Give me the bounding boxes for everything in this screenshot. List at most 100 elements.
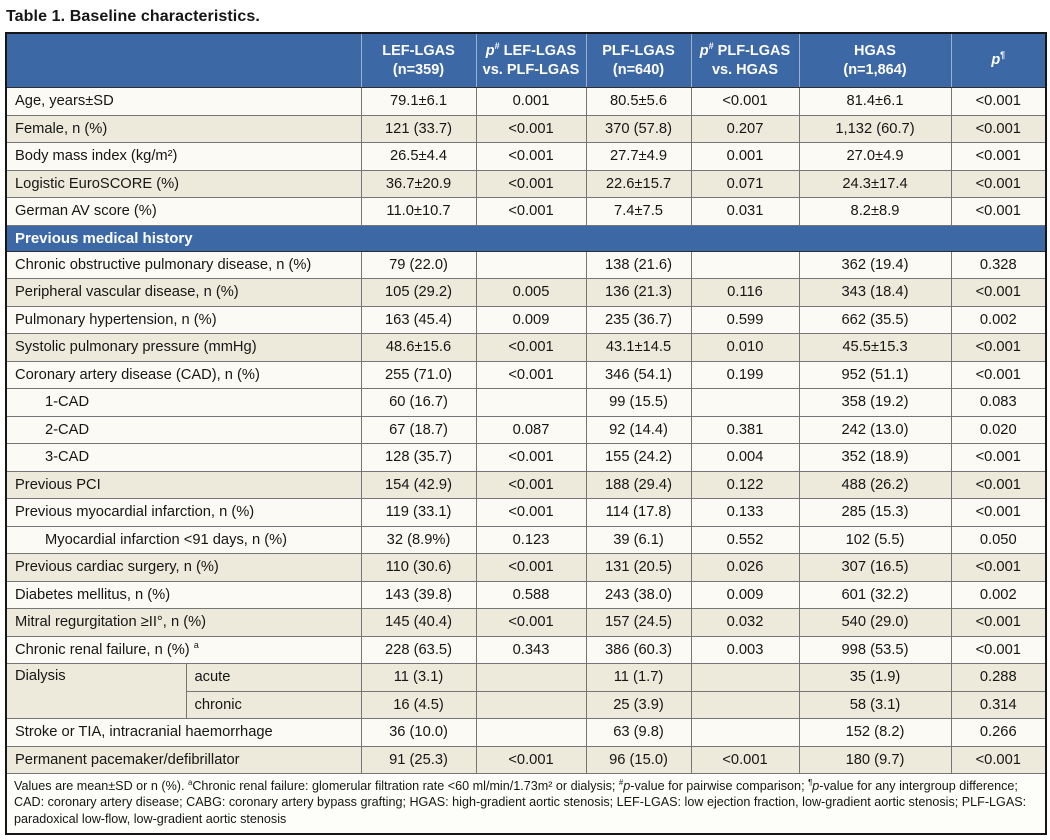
cell-value: 242 (13.0) — [798, 415, 952, 444]
cell-value: <0.001 — [475, 360, 587, 389]
row-label: Systolic pulmonary pressure (mmHg) — [5, 333, 362, 362]
cell-value: <0.001 — [950, 142, 1047, 171]
cell-value: 180 (9.7) — [798, 745, 952, 774]
cell-value: 43.1±14.5 — [585, 333, 692, 362]
cell-value: <0.001 — [475, 197, 587, 226]
cell-value: 0.010 — [690, 333, 800, 362]
row-label: Coronary artery disease (CAD), n (%) — [5, 360, 362, 389]
cell-value: 154 (42.9) — [360, 470, 477, 499]
table-row: Permanent pacemaker/defibrillator 91 (25.… — [5, 745, 1047, 774]
cell-value: 63 (9.8) — [585, 718, 692, 747]
cell-value: 80.5±5.6 — [585, 87, 692, 116]
cell-value: 0.599 — [690, 305, 800, 334]
cell-value: 358 (19.2) — [798, 388, 952, 417]
cell-value: 145 (40.4) — [360, 608, 477, 637]
cell-value: 228 (63.5) — [360, 635, 477, 664]
cell-value: 346 (54.1) — [585, 360, 692, 389]
cell-value: 58 (3.1) — [798, 690, 952, 719]
table-row: Pulmonary hypertension, n (%) 163 (45.4) 0… — [5, 305, 1047, 334]
cell-value: 26.5±4.4 — [360, 142, 477, 171]
cell-value: 255 (71.0) — [360, 360, 477, 389]
table-row: 3-CAD 128 (35.7) <0.001 155 (24.2) 0.004 352 … — [5, 443, 1047, 472]
cell-value: 386 (60.3) — [585, 635, 692, 664]
cell-value: 662 (35.5) — [798, 305, 952, 334]
cell-value: 235 (36.7) — [585, 305, 692, 334]
table-row: Peripheral vascular disease, n (%) 105 (2… — [5, 278, 1047, 307]
cell-value: 0.588 — [475, 580, 587, 609]
table-row: Body mass index (kg/m²) 26.5±4.4 <0.001 27.… — [5, 142, 1047, 171]
row-label: Previous PCI — [5, 470, 362, 499]
cell-value: 99 (15.5) — [585, 388, 692, 417]
cell-value: <0.001 — [950, 87, 1047, 116]
cell-value: 67 (18.7) — [360, 415, 477, 444]
cell-value: 138 (21.6) — [585, 250, 692, 279]
row-label: 1-CAD — [5, 388, 362, 417]
cell-value: <0.001 — [950, 553, 1047, 582]
table-row: Logistic EuroSCORE (%) 36.7±20.9 <0.001 22.… — [5, 169, 1047, 198]
table-row: chronic 16 (4.5) 25 (3.9) 58 (3.1) 0.314 — [6, 690, 1047, 719]
cell-value: 0.001 — [690, 142, 800, 171]
col-plf-lgas: PLF-LGAS (n=640) — [585, 32, 692, 88]
table-row: Previous PCI 154 (42.9) <0.001 188 (29.4) 0.… — [5, 470, 1047, 499]
cell-value: 48.6±15.6 — [360, 333, 477, 362]
row-sublabel: acute — [185, 663, 362, 692]
table-title: Table 1. Baseline characteristics. — [6, 8, 260, 25]
cell-value: 7.4±7.5 — [585, 197, 692, 226]
cell-value: <0.001 — [950, 608, 1047, 637]
cell-value: <0.001 — [950, 470, 1047, 499]
cell-value: 998 (53.5) — [798, 635, 952, 664]
cell-value: 163 (45.4) — [360, 305, 477, 334]
table-row: Previous myocardial infarction, n (%) 119… — [5, 498, 1047, 527]
table-row: 1-CAD 60 (16.7) 99 (15.5) 358 (19.2) 0.083 — [5, 388, 1047, 417]
col-p-lef-vs-plf: p# LEF-LGAS vs. PLF-LGAS — [475, 32, 587, 88]
cell-value: 155 (24.2) — [585, 443, 692, 472]
row-label: Peripheral vascular disease, n (%) — [5, 278, 362, 307]
cell-value: 45.5±15.3 — [798, 333, 952, 362]
baseline-characteristics-table: LEF-LGAS (n=359) p# LEF-LGAS vs. PLF-LGAS PL… — [5, 32, 1047, 836]
cell-value: <0.001 — [690, 87, 800, 116]
cell-value: 0.009 — [475, 305, 587, 334]
cell-value: <0.001 — [475, 608, 587, 637]
cell-value: <0.001 — [475, 470, 587, 499]
cell-value: 11.0±10.7 — [360, 197, 477, 226]
cell-value: 60 (16.7) — [360, 388, 477, 417]
row-label: Dialysis — [5, 663, 187, 719]
cell-value: 0.328 — [950, 250, 1047, 279]
cell-value: 0.032 — [690, 608, 800, 637]
row-label: Permanent pacemaker/defibrillator — [5, 745, 362, 774]
cell-value: 0.207 — [690, 114, 800, 143]
table-header: LEF-LGAS (n=359) p# LEF-LGAS vs. PLF-LGAS PL… — [5, 32, 1047, 88]
cell-value: 22.6±15.7 — [585, 169, 692, 198]
row-label: Chronic renal failure, n (%) a — [5, 635, 362, 664]
cell-value: 952 (51.1) — [798, 360, 952, 389]
cell-value: 0.122 — [690, 470, 800, 499]
row-label: 3-CAD — [5, 443, 362, 472]
cell-value: 0.002 — [950, 580, 1047, 609]
cell-value: 0.266 — [950, 718, 1047, 747]
col-p-plf-vs-hgas: p# PLF-LGAS vs. HGAS — [690, 32, 800, 88]
cell-value — [690, 388, 800, 417]
row-label: Previous myocardial infarction, n (%) — [5, 498, 362, 527]
row-label: Logistic EuroSCORE (%) — [5, 169, 362, 198]
cell-value: 0.087 — [475, 415, 587, 444]
col-hgas: HGAS (n=1,864) — [798, 32, 952, 88]
cell-value: 0.199 — [690, 360, 800, 389]
cell-value: 110 (30.6) — [360, 553, 477, 582]
cell-value: 143 (39.8) — [360, 580, 477, 609]
cell-value: 0.004 — [690, 443, 800, 472]
section-label: Previous medical history — [5, 224, 1047, 252]
cell-value: 39 (6.1) — [585, 525, 692, 554]
cell-value: <0.001 — [950, 745, 1047, 774]
cell-value: 27.0±4.9 — [798, 142, 952, 171]
cell-value: 285 (15.3) — [798, 498, 952, 527]
cell-value: 8.2±8.9 — [798, 197, 952, 226]
cell-value: <0.001 — [475, 745, 587, 774]
cell-value: 243 (38.0) — [585, 580, 692, 609]
cell-value: 0.031 — [690, 197, 800, 226]
table-row: Myocardial infarction <91 days, n (%) 32 … — [5, 525, 1047, 554]
cell-value: <0.001 — [950, 169, 1047, 198]
cell-value: 36.7±20.9 — [360, 169, 477, 198]
cell-value: 0.083 — [950, 388, 1047, 417]
row-label: Chronic obstructive pulmonary disease, n… — [5, 250, 362, 279]
cell-value: 79 (22.0) — [360, 250, 477, 279]
